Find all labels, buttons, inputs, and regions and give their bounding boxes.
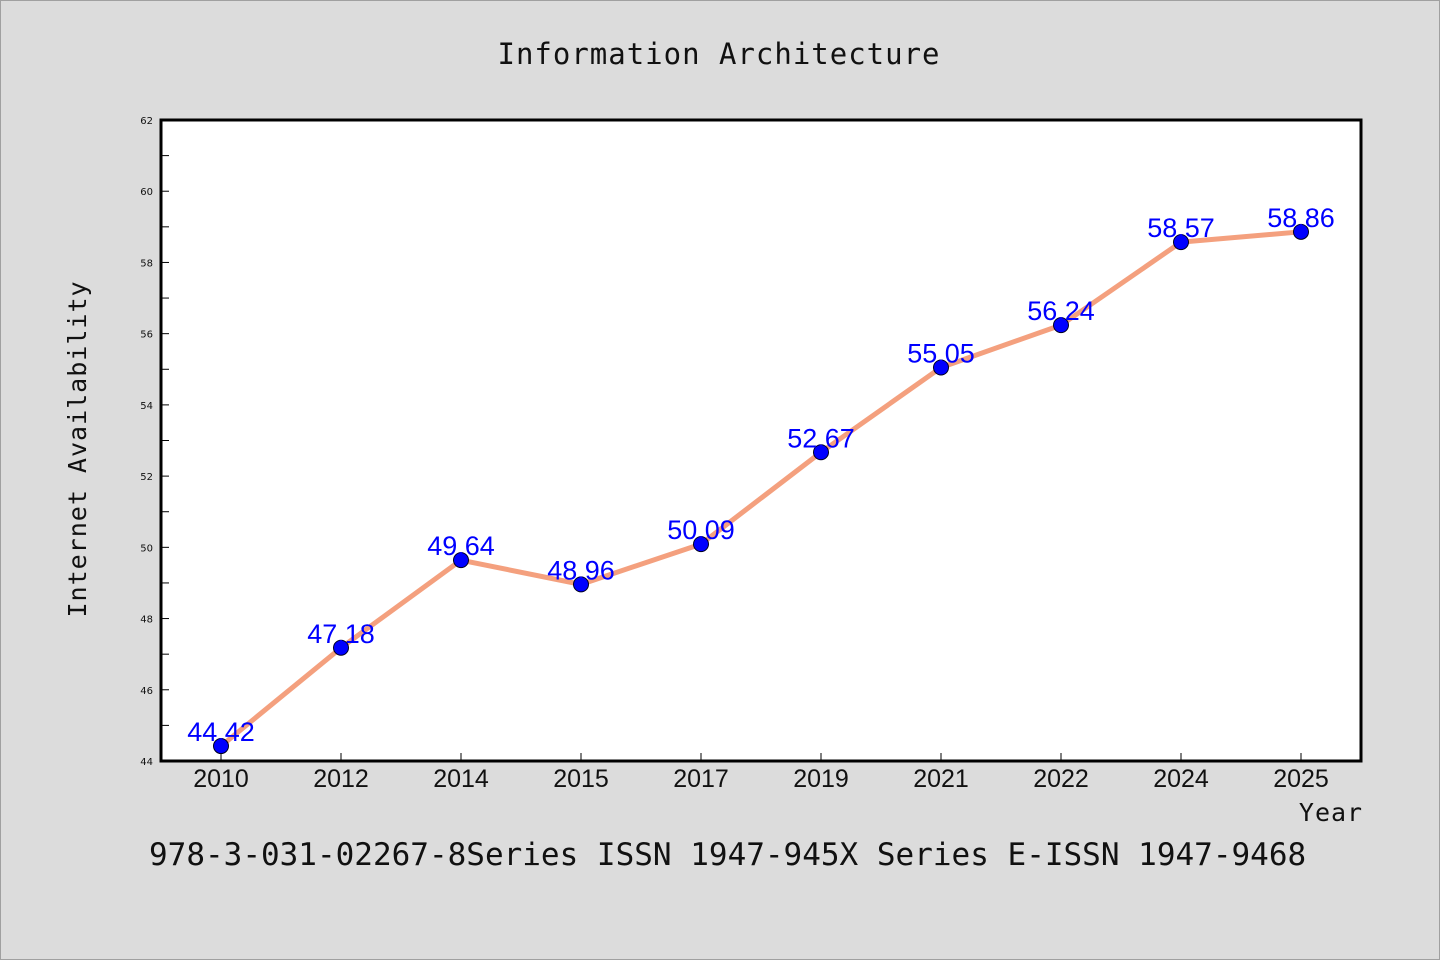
data-label: 50.09	[667, 515, 735, 545]
y-tick-label: 62	[140, 116, 153, 127]
x-axis-label: Year	[1299, 798, 1363, 827]
data-label: 49.64	[427, 531, 495, 561]
data-point	[573, 576, 589, 593]
data-label: 58.86	[1267, 203, 1335, 233]
x-tick-label: 2021	[913, 765, 969, 793]
x-tick-label: 2012	[313, 765, 369, 793]
y-tick-label: 44	[140, 757, 153, 768]
data-point	[1173, 234, 1189, 251]
data-point	[453, 552, 469, 569]
y-tick-label: 58	[140, 258, 153, 269]
x-axis: 2010 2012 2014 2015 2017 2019 2021 2022 2024 2025	[193, 753, 1329, 793]
y-tick-label: 52	[140, 472, 153, 483]
data-label: 47.18	[307, 619, 375, 649]
data-label: 52.67	[787, 423, 855, 453]
data-label: 55.05	[907, 338, 975, 368]
plot-area	[159, 118, 1363, 763]
y-tick-label: 56	[140, 330, 153, 341]
data-label: 58.57	[1147, 213, 1215, 243]
data-point	[933, 359, 949, 376]
data-point	[213, 738, 229, 755]
data-label: 44.42	[187, 717, 255, 747]
y-axis: 44 46 48 50 52 54 56 58 60 62	[140, 116, 169, 768]
data-point	[1053, 317, 1069, 334]
data-point	[813, 444, 829, 461]
x-tick-label: 2015	[553, 765, 609, 793]
y-tick-label: 60	[140, 187, 153, 198]
y-tick-label: 54	[140, 401, 153, 412]
data-point	[1293, 223, 1309, 240]
data-label: 48.96	[547, 555, 615, 585]
series-layer	[213, 223, 1309, 755]
y-tick-label: 46	[140, 686, 153, 697]
x-tick-label: 2022	[1033, 765, 1089, 793]
data-label: 56.24	[1027, 296, 1095, 326]
data-point	[693, 536, 709, 553]
data-point	[333, 639, 349, 656]
x-tick-label: 2014	[433, 765, 489, 793]
footer-isbn-text: 978-3-031-02267-8Series ISSN 1947-945X S…	[149, 837, 1306, 873]
x-tick-label: 2010	[193, 765, 249, 793]
y-tick-label: 50	[140, 543, 153, 554]
x-tick-label: 2025	[1273, 765, 1329, 793]
x-tick-label: 2019	[793, 765, 849, 793]
series-line	[218, 229, 1304, 749]
y-tick-label: 48	[140, 615, 153, 626]
x-tick-label: 2017	[673, 765, 729, 793]
chart-title: Information Architecture	[497, 37, 940, 71]
data-labels-layer: 44.42 47.18 49.64 48.96 50.09 52.67 55.05 56.24…	[187, 203, 1335, 747]
y-axis-label: Internet Availability	[63, 280, 92, 617]
x-tick-label: 2024	[1153, 765, 1209, 793]
